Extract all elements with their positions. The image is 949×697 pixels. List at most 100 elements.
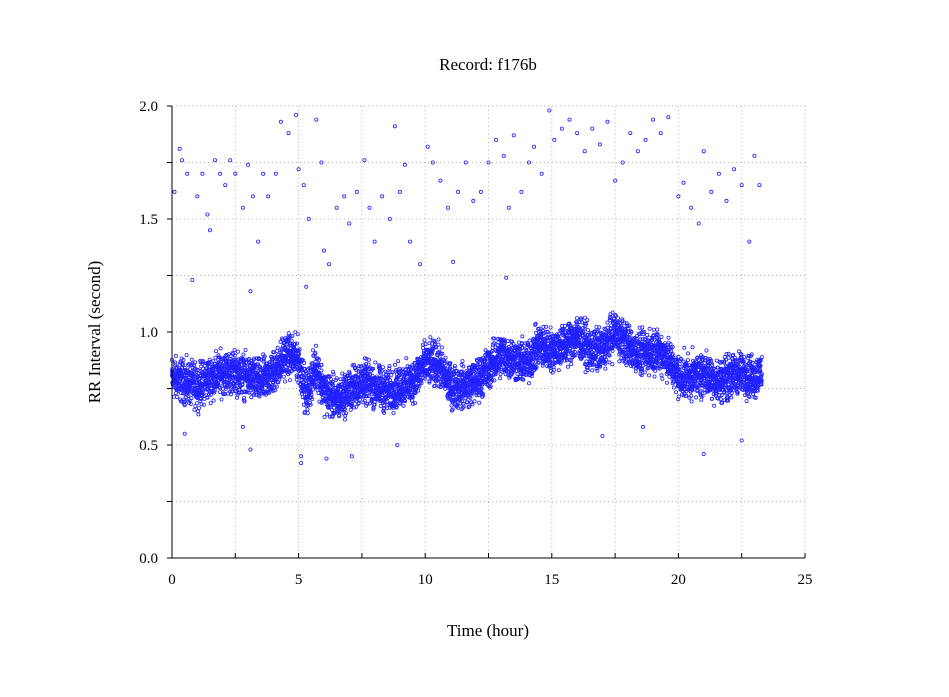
data-point [499, 364, 504, 369]
data-point [330, 381, 335, 386]
data-point [347, 389, 352, 394]
data-point [297, 347, 302, 352]
data-point [387, 366, 392, 371]
data-point [427, 380, 432, 385]
data-point [241, 352, 246, 357]
data-point [492, 378, 497, 383]
data-point [313, 343, 318, 348]
data-point [548, 325, 553, 330]
data-point [557, 336, 562, 341]
data-point [382, 400, 387, 405]
data-point [575, 322, 580, 327]
data-point [274, 384, 279, 389]
data-point [293, 330, 298, 335]
data-point [410, 395, 415, 400]
data-point [660, 376, 665, 381]
data-point [629, 330, 634, 335]
data-point [328, 376, 333, 381]
data-point [354, 399, 359, 404]
data-point [422, 338, 427, 343]
data-point [585, 318, 590, 323]
data-point [275, 345, 280, 350]
data-point [603, 361, 608, 366]
data-point [198, 398, 203, 403]
data-point [193, 360, 198, 365]
data-point [401, 403, 406, 408]
data-point [415, 372, 420, 377]
data-point [669, 348, 674, 353]
data-point [337, 414, 342, 419]
data-point [332, 411, 337, 416]
data-point [502, 339, 507, 344]
data-point [392, 362, 397, 367]
data-point [590, 360, 595, 365]
data-point [180, 362, 185, 367]
data-point [552, 367, 557, 372]
data-point [594, 329, 599, 334]
data-point [427, 379, 432, 384]
data-point [477, 400, 482, 405]
data-point [289, 343, 294, 348]
data-point [366, 362, 371, 367]
data-point [252, 364, 257, 369]
data-point [242, 399, 247, 404]
data-point [220, 366, 225, 371]
data-point [310, 348, 315, 353]
data-point [670, 352, 675, 357]
data-point [334, 376, 339, 381]
data-point [350, 401, 355, 406]
data-point [327, 403, 332, 408]
data-point [510, 371, 515, 376]
data-point [655, 332, 660, 337]
data-point [578, 334, 583, 339]
data-point [604, 357, 609, 362]
data-point [558, 359, 563, 364]
data-point [371, 366, 376, 371]
data-point [302, 361, 307, 366]
data-point [502, 341, 507, 346]
data-point [379, 368, 384, 373]
data-point [255, 362, 260, 367]
data-point [492, 336, 497, 341]
data-point [357, 394, 362, 399]
data-point [181, 357, 186, 362]
data-point [446, 385, 451, 390]
data-point [455, 405, 460, 410]
data-point [342, 406, 347, 411]
data-point [249, 395, 254, 400]
data-point [637, 325, 642, 330]
data-point [368, 372, 373, 377]
data-point [366, 394, 371, 399]
data-point [526, 343, 531, 348]
data-point [432, 340, 437, 345]
data-point [192, 407, 197, 412]
data-point [440, 351, 445, 356]
data-point [607, 360, 612, 365]
data-point [521, 377, 526, 382]
data-point [583, 370, 588, 375]
data-point [363, 378, 368, 383]
data-point [631, 364, 636, 369]
data-point [330, 369, 335, 374]
data-point [613, 312, 618, 317]
data-point [373, 378, 378, 383]
data-point [175, 394, 180, 399]
data-point [638, 337, 643, 342]
data-point [354, 368, 359, 373]
data-point [447, 367, 452, 372]
data-point [640, 325, 645, 330]
data-point [370, 396, 375, 401]
data-point [448, 361, 453, 366]
data-point [461, 364, 466, 369]
data-point [278, 339, 283, 344]
data-point [545, 329, 550, 334]
data-point [467, 404, 472, 409]
data-point [205, 395, 210, 400]
data-point [442, 366, 447, 371]
data-point [520, 334, 525, 339]
data-point [226, 384, 231, 389]
data-point [651, 333, 656, 338]
data-point [625, 324, 630, 329]
data-point [653, 368, 658, 373]
data-point [364, 356, 369, 361]
